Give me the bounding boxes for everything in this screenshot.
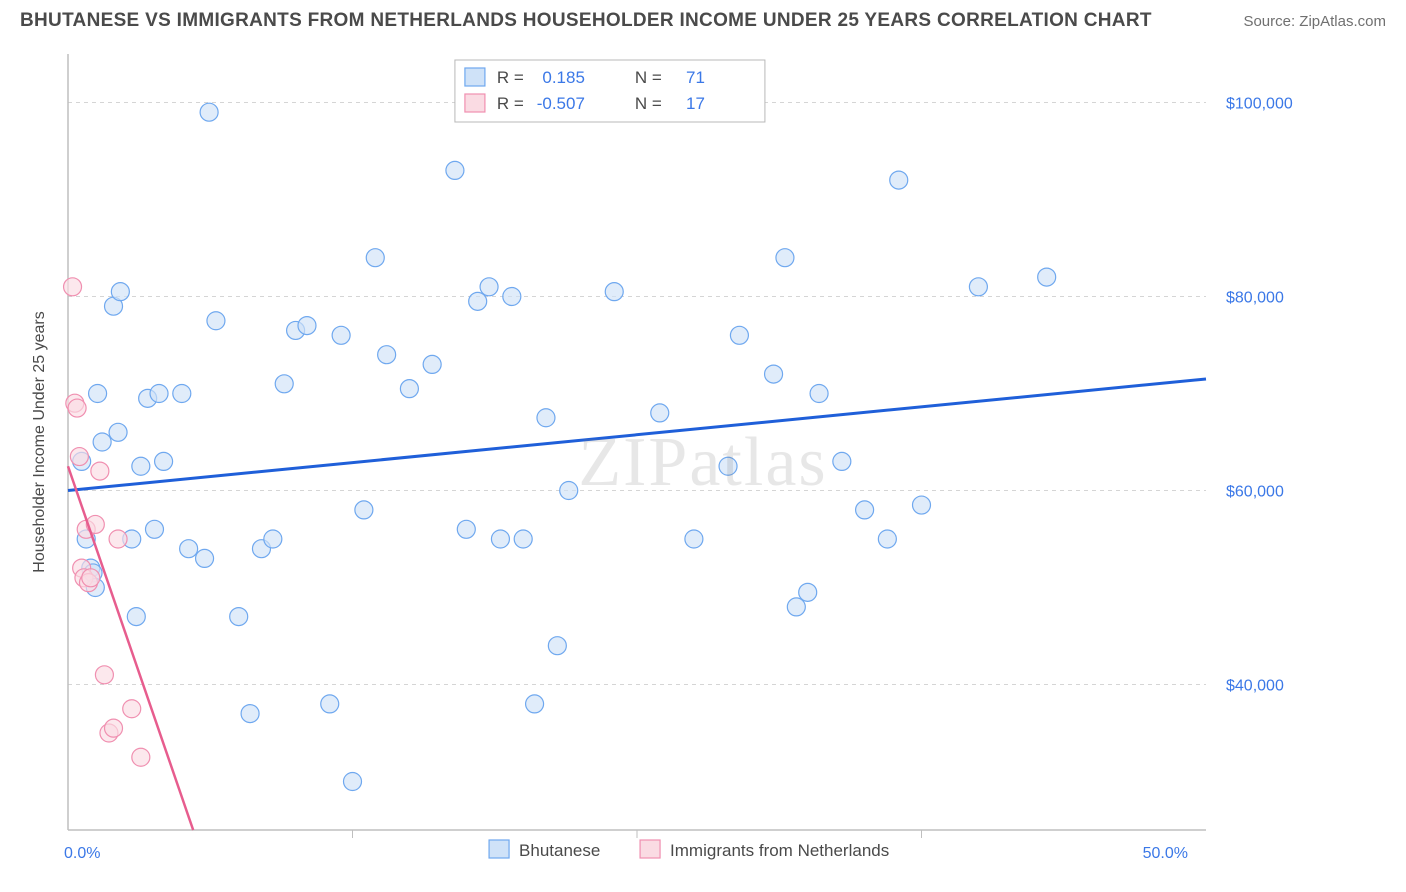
- svg-text:0.0%: 0.0%: [64, 845, 100, 862]
- svg-text:$80,000: $80,000: [1226, 290, 1284, 307]
- svg-text:$60,000: $60,000: [1226, 484, 1284, 501]
- svg-text:-0.507: -0.507: [537, 94, 585, 113]
- chart-title: BHUTANESE VS IMMIGRANTS FROM NETHERLANDS…: [20, 10, 1152, 32]
- svg-text:N =: N =: [635, 68, 662, 87]
- source-label: Source: ZipAtlas.com: [1243, 13, 1386, 30]
- svg-text:0.185: 0.185: [542, 68, 585, 87]
- svg-text:50.0%: 50.0%: [1143, 845, 1188, 862]
- svg-text:Householder Income Under 25 ye: Householder Income Under 25 years: [31, 311, 48, 572]
- svg-text:Bhutanese: Bhutanese: [519, 841, 600, 860]
- scatter-chart: $40,000 $60,000 $80,000 $100,000 0.0% 50.0% Ho…: [20, 46, 1386, 880]
- svg-text:$100,000: $100,000: [1226, 96, 1293, 113]
- svg-text:R =: R =: [497, 68, 524, 87]
- svg-text:N =: N =: [635, 94, 662, 113]
- chart-container: $40,000 $60,000 $80,000 $100,000 0.0% 50.0% Ho…: [20, 46, 1386, 880]
- svg-text:R =: R =: [497, 94, 524, 113]
- svg-text:17: 17: [686, 94, 705, 113]
- svg-text:$40,000: $40,000: [1226, 678, 1284, 695]
- svg-text:71: 71: [686, 68, 705, 87]
- svg-text:Immigrants from Netherlands: Immigrants from Netherlands: [670, 841, 889, 860]
